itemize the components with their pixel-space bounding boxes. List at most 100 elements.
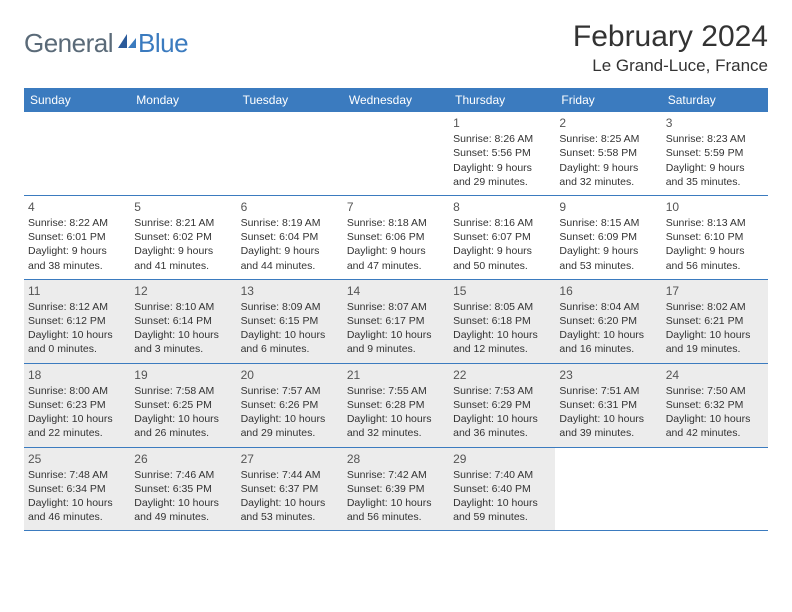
- day-sunrise: Sunrise: 8:12 AM: [28, 300, 126, 314]
- day-number: 1: [453, 115, 551, 131]
- day-number: 4: [28, 199, 126, 215]
- day-number: 2: [559, 115, 657, 131]
- day-cell: 17Sunrise: 8:02 AMSunset: 6:21 PMDayligh…: [662, 280, 768, 363]
- day-daylight2: and 38 minutes.: [28, 259, 126, 273]
- day-daylight1: Daylight: 9 hours: [559, 161, 657, 175]
- day-cell: 7Sunrise: 8:18 AMSunset: 6:06 PMDaylight…: [343, 196, 449, 279]
- day-sunrise: Sunrise: 7:51 AM: [559, 384, 657, 398]
- day-daylight1: Daylight: 10 hours: [453, 412, 551, 426]
- day-number: 6: [241, 199, 339, 215]
- day-sunset: Sunset: 6:04 PM: [241, 230, 339, 244]
- day-cell: 4Sunrise: 8:22 AMSunset: 6:01 PMDaylight…: [24, 196, 130, 279]
- day-cell: 29Sunrise: 7:40 AMSunset: 6:40 PMDayligh…: [449, 448, 555, 531]
- day-daylight2: and 9 minutes.: [347, 342, 445, 356]
- day-sunrise: Sunrise: 8:21 AM: [134, 216, 232, 230]
- day-sunrise: Sunrise: 7:58 AM: [134, 384, 232, 398]
- day-sunrise: Sunrise: 8:00 AM: [28, 384, 126, 398]
- day-number: 8: [453, 199, 551, 215]
- day-sunrise: Sunrise: 7:55 AM: [347, 384, 445, 398]
- day-number: 17: [666, 283, 764, 299]
- day-daylight2: and 47 minutes.: [347, 259, 445, 273]
- day-cell: 23Sunrise: 7:51 AMSunset: 6:31 PMDayligh…: [555, 364, 661, 447]
- day-header: Sunday: [24, 88, 130, 112]
- day-number: 10: [666, 199, 764, 215]
- day-sunset: Sunset: 6:06 PM: [347, 230, 445, 244]
- day-number: 9: [559, 199, 657, 215]
- day-daylight2: and 19 minutes.: [666, 342, 764, 356]
- week-row: 18Sunrise: 8:00 AMSunset: 6:23 PM Dayligh…: [24, 364, 768, 448]
- day-daylight1: Daylight: 10 hours: [453, 496, 551, 510]
- day-sunset: Sunset: 6:10 PM: [666, 230, 764, 244]
- day-sunset: Sunset: 6:15 PM: [241, 314, 339, 328]
- day-headers-row: SundayMondayTuesdayWednesdayThursdayFrid…: [24, 88, 768, 112]
- day-sunset: Sunset: 6:21 PM: [666, 314, 764, 328]
- day-daylight2: and 53 minutes.: [241, 510, 339, 524]
- day-number: 20: [241, 367, 339, 383]
- day-daylight2: and 6 minutes.: [241, 342, 339, 356]
- day-daylight1: Daylight: 9 hours: [666, 244, 764, 258]
- day-sunset: Sunset: 6:18 PM: [453, 314, 551, 328]
- day-sunrise: Sunrise: 8:23 AM: [666, 132, 764, 146]
- day-daylight1: Daylight: 10 hours: [241, 412, 339, 426]
- week-row: 1Sunrise: 8:26 AMSunset: 5:56 PMDaylight…: [24, 112, 768, 196]
- day-sunset: Sunset: 6:23 PM: [28, 398, 126, 412]
- day-daylight1: Daylight: 9 hours: [666, 161, 764, 175]
- day-sunrise: Sunrise: 8:18 AM: [347, 216, 445, 230]
- day-daylight2: and 26 minutes.: [134, 426, 232, 440]
- day-sunset: Sunset: 5:56 PM: [453, 146, 551, 160]
- day-sunrise: Sunrise: 8:25 AM: [559, 132, 657, 146]
- day-sunset: Sunset: 6:25 PM: [134, 398, 232, 412]
- day-sunset: Sunset: 6:07 PM: [453, 230, 551, 244]
- day-sunset: Sunset: 6:31 PM: [559, 398, 657, 412]
- day-sunset: Sunset: 6:01 PM: [28, 230, 126, 244]
- logo: General Blue: [24, 28, 188, 59]
- day-number: 16: [559, 283, 657, 299]
- day-sunrise: Sunrise: 7:48 AM: [28, 468, 126, 482]
- day-number: 19: [134, 367, 232, 383]
- day-sunrise: Sunrise: 7:44 AM: [241, 468, 339, 482]
- day-cell: [237, 112, 343, 195]
- day-number: 26: [134, 451, 232, 467]
- day-number: 23: [559, 367, 657, 383]
- day-cell: [662, 448, 768, 531]
- day-daylight1: Daylight: 10 hours: [28, 328, 126, 342]
- day-daylight2: and 53 minutes.: [559, 259, 657, 273]
- day-sunrise: Sunrise: 8:19 AM: [241, 216, 339, 230]
- day-daylight2: and 32 minutes.: [559, 175, 657, 189]
- week-row: 4Sunrise: 8:22 AMSunset: 6:01 PM Daylight…: [24, 196, 768, 280]
- calendar: SundayMondayTuesdayWednesdayThursdayFrid…: [24, 88, 768, 531]
- day-daylight2: and 12 minutes.: [453, 342, 551, 356]
- day-header: Friday: [555, 88, 661, 112]
- day-daylight2: and 42 minutes.: [666, 426, 764, 440]
- day-sunrise: Sunrise: 8:07 AM: [347, 300, 445, 314]
- day-daylight2: and 39 minutes.: [559, 426, 657, 440]
- day-daylight1: Daylight: 9 hours: [347, 244, 445, 258]
- day-sunrise: Sunrise: 7:53 AM: [453, 384, 551, 398]
- day-sunrise: Sunrise: 8:02 AM: [666, 300, 764, 314]
- day-cell: 6Sunrise: 8:19 AMSunset: 6:04 PMDaylight…: [237, 196, 343, 279]
- day-sunset: Sunset: 6:20 PM: [559, 314, 657, 328]
- day-sunrise: Sunrise: 7:40 AM: [453, 468, 551, 482]
- day-daylight1: Daylight: 10 hours: [347, 496, 445, 510]
- day-daylight1: Daylight: 10 hours: [347, 412, 445, 426]
- day-daylight2: and 44 minutes.: [241, 259, 339, 273]
- day-sunrise: Sunrise: 8:22 AM: [28, 216, 126, 230]
- day-sunset: Sunset: 6:39 PM: [347, 482, 445, 496]
- day-cell: 3Sunrise: 8:23 AMSunset: 5:59 PMDaylight…: [662, 112, 768, 195]
- day-cell: 12Sunrise: 8:10 AMSunset: 6:14 PMDayligh…: [130, 280, 236, 363]
- day-daylight1: Daylight: 10 hours: [241, 328, 339, 342]
- weeks-container: 1Sunrise: 8:26 AMSunset: 5:56 PMDaylight…: [24, 112, 768, 531]
- day-cell: [343, 112, 449, 195]
- day-daylight2: and 46 minutes.: [28, 510, 126, 524]
- day-cell: 1Sunrise: 8:26 AMSunset: 5:56 PMDaylight…: [449, 112, 555, 195]
- day-sunset: Sunset: 5:59 PM: [666, 146, 764, 160]
- day-daylight1: Daylight: 10 hours: [666, 328, 764, 342]
- logo-text-blue: Blue: [138, 28, 188, 59]
- week-row: 11Sunrise: 8:12 AMSunset: 6:12 PMDayligh…: [24, 280, 768, 364]
- day-sunset: Sunset: 6:35 PM: [134, 482, 232, 496]
- day-daylight2: and 36 minutes.: [453, 426, 551, 440]
- day-number: 18: [28, 367, 126, 383]
- day-sunset: Sunset: 6:02 PM: [134, 230, 232, 244]
- day-sunset: Sunset: 6:28 PM: [347, 398, 445, 412]
- day-sunset: Sunset: 5:58 PM: [559, 146, 657, 160]
